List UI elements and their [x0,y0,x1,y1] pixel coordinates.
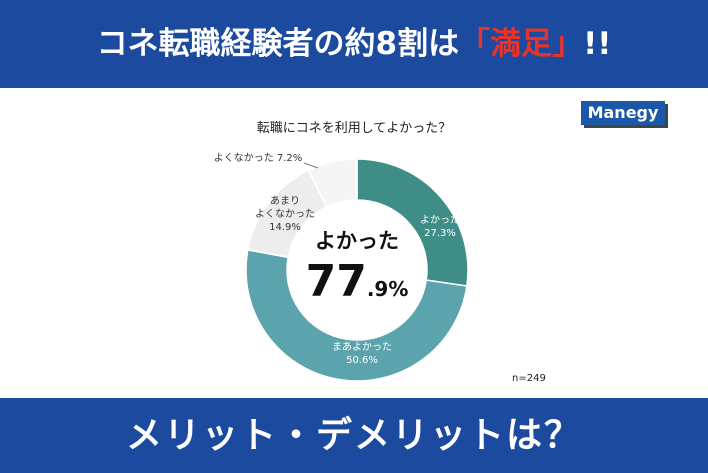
chart-title: 転職にコネを利用してよかった？ [256,121,452,136]
title-part: !! [583,26,612,62]
value-label: 14.9% [269,222,301,233]
center-value: 77.9% [306,256,409,307]
sample-note: n=249 [512,373,546,384]
data-label: まあよかった 50.6% [302,341,422,367]
donut-slice [245,249,468,382]
category-label: あまり よくなかった [255,196,315,220]
leader-line [303,162,319,169]
data-label: よくなかった 7.2% [198,152,318,165]
logo: Manegy [581,101,665,125]
bottom-banner: メリット・デメリットは？ [0,398,708,473]
title-highlight: 「満足」 [459,26,584,62]
category-label: まあよかった [332,342,392,353]
category-label: よかった [420,215,460,226]
title-part: コネ転職経験者の約8割は [96,26,460,62]
category-label: よくなかった [213,153,274,164]
data-label: よかった 27.3% [380,214,500,240]
center-value-part: 77 [306,256,367,307]
donut-slice [307,158,358,209]
value-label: 7.2% [276,153,303,164]
top-banner: コネ転職経験者の約8割は「満足」!! [0,0,708,88]
center-value-part: .9% [367,277,409,301]
data-label: あまり よくなかった 14.9% [225,195,345,234]
value-label: 27.3% [424,228,456,239]
value-label: 50.6% [346,355,378,366]
center-label: よかった [315,229,399,253]
